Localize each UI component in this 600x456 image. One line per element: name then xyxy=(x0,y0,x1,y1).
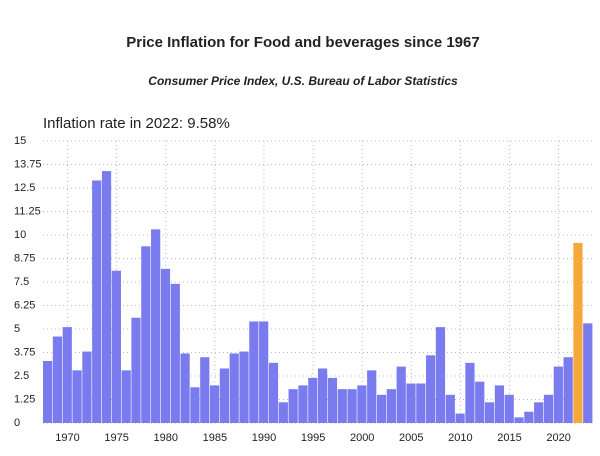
bar xyxy=(376,394,387,423)
x-tick-label: 1970 xyxy=(55,432,79,444)
bar xyxy=(111,270,121,423)
bar xyxy=(200,357,210,423)
bar xyxy=(494,385,505,423)
bar xyxy=(52,336,63,423)
bar xyxy=(160,268,171,423)
bar xyxy=(337,389,347,423)
y-tick-label: 10 xyxy=(14,229,26,241)
bar xyxy=(121,370,131,423)
y-tick-label: 3.75 xyxy=(14,346,35,358)
bar xyxy=(229,353,239,423)
bar xyxy=(239,351,249,423)
y-tick-label: 0 xyxy=(14,417,20,429)
bar xyxy=(170,283,180,423)
bar xyxy=(583,323,593,423)
bar xyxy=(357,385,367,423)
bar xyxy=(514,417,524,423)
y-tick-label: 13.75 xyxy=(14,158,42,170)
y-tick-label: 11.25 xyxy=(14,205,41,217)
bar xyxy=(573,242,583,423)
x-tick-label: 2015 xyxy=(497,432,521,444)
bar xyxy=(563,357,573,423)
bar xyxy=(367,370,377,423)
x-tick-label: 1995 xyxy=(301,432,325,444)
bar xyxy=(298,385,308,423)
bar xyxy=(543,394,554,423)
bar xyxy=(445,394,455,423)
bar xyxy=(249,321,259,423)
bar xyxy=(141,246,151,423)
bar xyxy=(553,366,563,423)
x-tick-label: 2020 xyxy=(546,432,570,444)
bar xyxy=(131,317,141,423)
bar xyxy=(475,381,485,423)
y-tick-label: 1.25 xyxy=(14,393,35,405)
bar xyxy=(92,180,102,423)
bar xyxy=(268,362,279,423)
bar xyxy=(190,387,200,423)
x-tick-label: 2005 xyxy=(399,432,423,444)
bar xyxy=(180,353,190,423)
x-tick-label: 1980 xyxy=(154,432,178,444)
y-tick-label: 12.5 xyxy=(14,182,35,194)
bar xyxy=(101,171,112,423)
y-tick-label: 7.5 xyxy=(14,276,29,288)
y-tick-label: 8.75 xyxy=(14,252,35,264)
bar xyxy=(151,229,161,423)
bar xyxy=(43,360,53,423)
annotation: Inflation rate in 2022: 9.58% xyxy=(43,115,230,132)
bar xyxy=(534,402,544,423)
chart-title: Price Inflation for Food and beverages s… xyxy=(126,34,479,51)
x-tick-label: 2000 xyxy=(350,432,374,444)
x-tick-label: 1990 xyxy=(252,432,276,444)
x-tick-label: 1985 xyxy=(203,432,227,444)
bar xyxy=(347,389,357,423)
bar xyxy=(455,413,465,423)
bar xyxy=(82,351,92,423)
bar xyxy=(396,366,406,423)
bar xyxy=(278,402,288,423)
bar xyxy=(435,327,446,423)
bar xyxy=(504,394,514,423)
bar xyxy=(406,383,416,423)
bar xyxy=(484,402,495,423)
bar xyxy=(62,327,72,423)
bar xyxy=(386,389,396,423)
bar xyxy=(327,377,338,423)
bar xyxy=(524,411,534,423)
y-tick-label: 5 xyxy=(14,323,20,335)
bar xyxy=(416,383,426,423)
bar xyxy=(308,377,318,423)
chart-subtitle: Consumer Price Index, U.S. Bureau of Lab… xyxy=(148,74,458,88)
bar xyxy=(72,370,82,423)
x-tick-label: 2010 xyxy=(448,432,472,444)
bar xyxy=(318,368,328,423)
bar xyxy=(219,368,230,423)
x-tick-label: 1975 xyxy=(104,432,128,444)
y-tick-label: 6.25 xyxy=(14,299,35,311)
bar xyxy=(288,389,298,423)
y-tick-label: 15 xyxy=(14,135,26,147)
bar xyxy=(465,362,475,423)
y-tick-label: 2.5 xyxy=(14,370,29,382)
bar xyxy=(259,321,269,423)
bar xyxy=(209,385,220,423)
bar xyxy=(426,355,436,423)
